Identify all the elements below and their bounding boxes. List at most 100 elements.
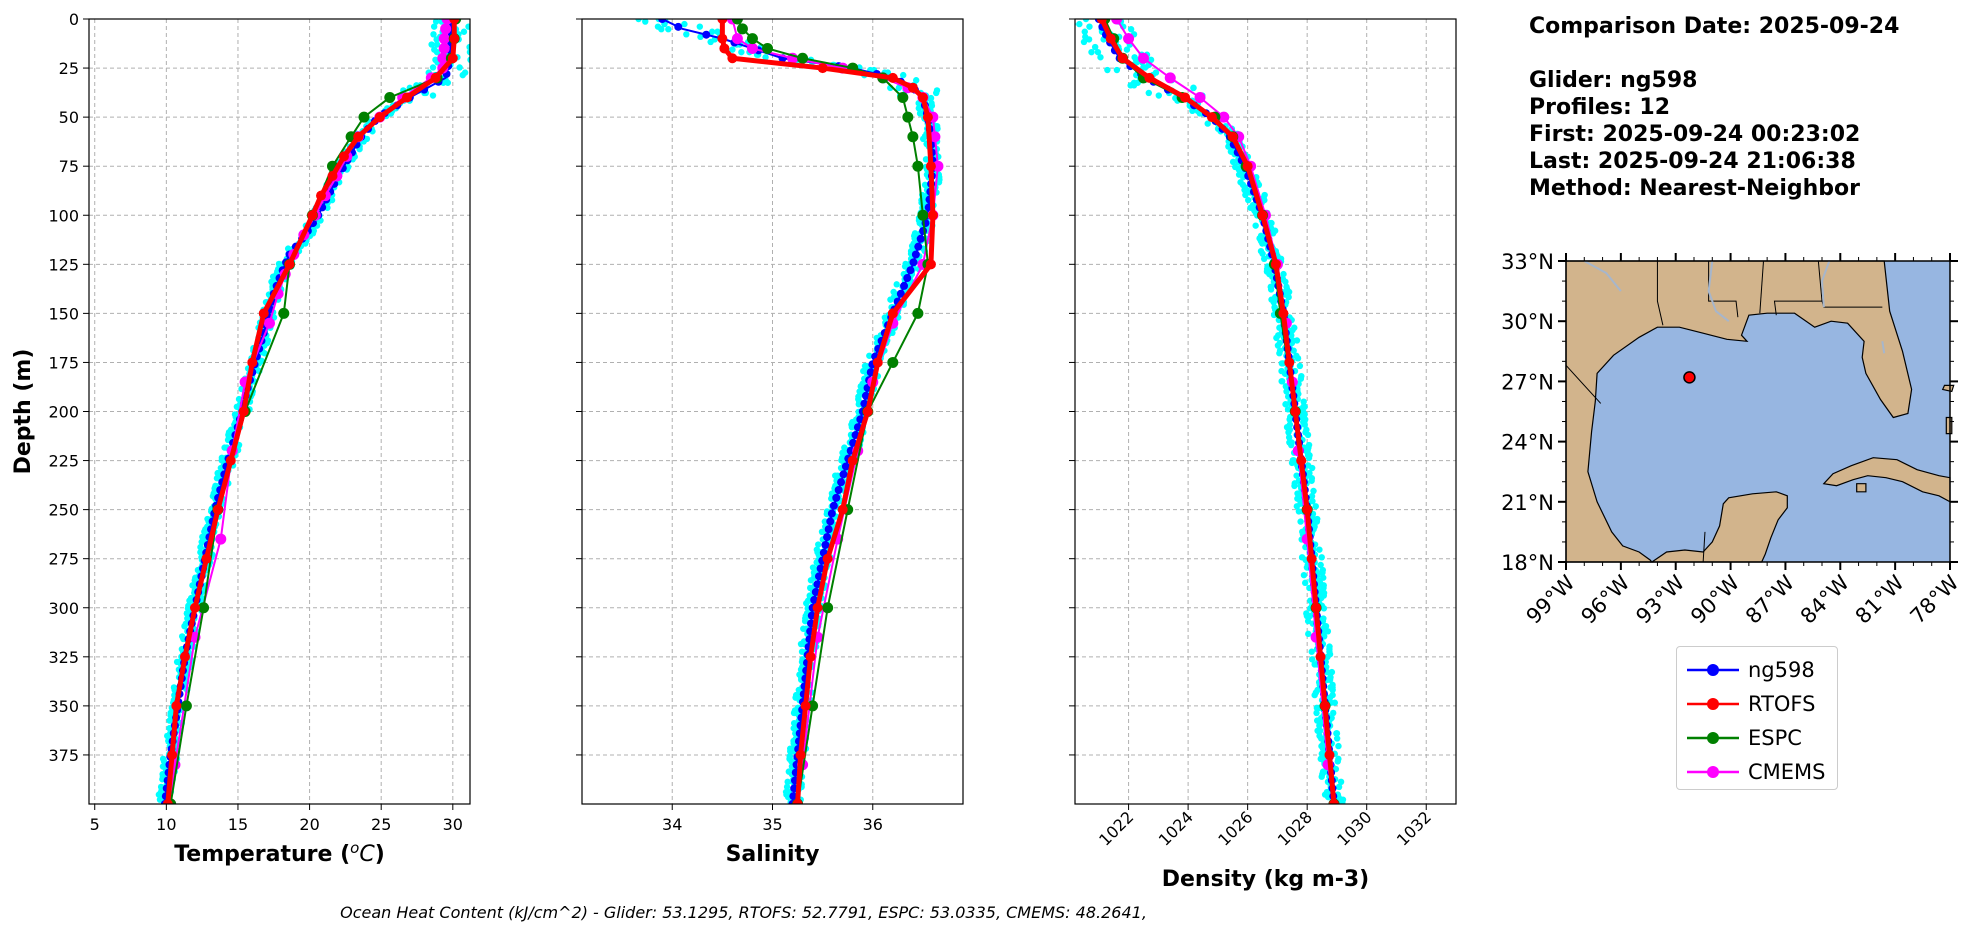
glider-raw-point — [1324, 653, 1331, 661]
x-tick-label: 1032 — [1393, 807, 1435, 849]
series-point-rtofs — [887, 308, 898, 319]
glider-raw-point — [729, 46, 736, 53]
plot-area — [155, 19, 470, 804]
series-point-ng598 — [674, 22, 683, 31]
y-axis-label: Depth (m) — [11, 349, 36, 475]
legend-label: ESPC — [1748, 726, 1802, 750]
series-point-cmems — [1164, 72, 1176, 84]
glider-raw-point — [1320, 605, 1328, 612]
series-point-ng598 — [330, 179, 339, 188]
glider-raw-point — [1297, 518, 1304, 525]
glider-raw-point — [1259, 250, 1266, 257]
y-tick-label: 75 — [59, 157, 79, 176]
series-point-ng598 — [810, 595, 819, 604]
series-point-rtofs — [247, 357, 258, 368]
glider-raw-point — [1308, 492, 1316, 500]
series-point-espc — [907, 131, 919, 143]
glider-raw-point — [1331, 699, 1339, 706]
glider-raw-point — [1306, 612, 1314, 620]
glider-raw-point — [166, 717, 173, 724]
glider-raw-point — [1333, 735, 1341, 742]
series-point-cmems — [440, 23, 452, 35]
glider-raw-point — [1317, 735, 1325, 742]
glider-raw-point — [1311, 691, 1318, 699]
glider-raw-point — [1260, 255, 1268, 263]
x-tick-label: 30 — [443, 815, 463, 834]
x-axis-label: Salinity — [726, 842, 820, 867]
legend-marker — [1687, 698, 1739, 710]
series-point-ng598 — [827, 509, 836, 518]
glider-raw-point — [444, 79, 452, 86]
glider-raw-point — [1304, 617, 1312, 625]
glider-raw-point — [1282, 278, 1289, 285]
series-point-cmems — [1123, 33, 1135, 45]
map-lon-label: 84°W — [1796, 570, 1854, 628]
series-point-rtofs — [238, 406, 249, 417]
series-point-espc — [761, 42, 773, 54]
series-point-ng598 — [815, 572, 824, 581]
series-point-rtofs — [1105, 33, 1116, 44]
glider-raw-point — [1305, 630, 1312, 638]
map-lat-label: 21°N — [1501, 491, 1554, 515]
series-point-cmems — [746, 42, 758, 54]
lake-florida — [1881, 341, 1886, 354]
glider-raw-point — [1280, 270, 1287, 278]
glider-raw-point — [1267, 286, 1275, 293]
legend-label: ng598 — [1748, 658, 1815, 682]
glider-raw-point — [1269, 230, 1277, 237]
glider-raw-point — [714, 28, 721, 35]
glider-raw-point — [197, 543, 204, 551]
series-point-espc — [912, 307, 924, 319]
glider-raw-point — [1294, 355, 1302, 362]
glider-raw-point — [428, 41, 435, 48]
glider-raw-point — [1286, 416, 1293, 423]
series-point-rtofs — [353, 131, 364, 142]
x-tick-label: 25 — [371, 815, 391, 834]
glider-raw-point — [915, 105, 923, 112]
series-point-espc — [912, 160, 924, 172]
series-point-ng598 — [832, 493, 841, 502]
glider-raw-point — [1300, 571, 1308, 579]
map-lon-label: 90°W — [1686, 570, 1744, 628]
x-tick-label: 1026 — [1214, 807, 1256, 849]
series-point-ng598 — [789, 792, 798, 801]
glider-raw-point — [269, 273, 277, 280]
series-point-rtofs — [225, 455, 236, 466]
y-tick-label: 175 — [48, 353, 79, 372]
y-tick-label: 0 — [69, 10, 79, 29]
glider-raw-point — [681, 20, 688, 28]
glider-raw-point — [790, 709, 798, 717]
x-axis-label: Temperature (oC) — [174, 839, 385, 867]
series-point-ng598 — [816, 564, 825, 573]
glider-raw-point — [1268, 219, 1275, 227]
map-lat-label: 27°N — [1501, 370, 1554, 394]
glider-raw-point — [1097, 54, 1104, 61]
series-point-ng598 — [829, 501, 838, 510]
series-point-rtofs — [717, 33, 728, 44]
map-lat-label: 18°N — [1501, 551, 1554, 575]
glider-raw-point — [1285, 293, 1292, 301]
interpolation-method: Method: Nearest-Neighbor — [1529, 176, 1860, 201]
legend-marker — [1687, 664, 1739, 676]
legend-label: RTOFS — [1748, 692, 1816, 716]
series-point-rtofs — [1206, 112, 1217, 123]
series-point-rtofs — [1284, 357, 1295, 368]
series-point-cmems — [263, 317, 275, 329]
glider-raw-point — [911, 235, 918, 242]
glider-raw-point — [1076, 20, 1083, 28]
series-point-rtofs — [1306, 553, 1317, 564]
glider-raw-point — [762, 54, 769, 61]
glider-raw-point — [1288, 332, 1295, 339]
glider-raw-point — [801, 617, 809, 625]
glider-raw-point — [783, 783, 791, 791]
glider-raw-point — [1301, 579, 1309, 587]
ocean-heat-content-caption: Ocean Heat Content (kJ/cm^2) - Glider: 5… — [340, 903, 1147, 922]
glider-raw-point — [1288, 459, 1296, 467]
x-axis-label: Density (kg m-3) — [1162, 867, 1370, 892]
x-tick-label: 1022 — [1095, 807, 1137, 849]
glider-raw-point — [1241, 186, 1248, 194]
series-point-ng598 — [821, 540, 830, 549]
glider-raw-point — [1088, 48, 1095, 56]
glider-raw-point — [1328, 668, 1336, 676]
series-point-cmems — [438, 33, 450, 45]
